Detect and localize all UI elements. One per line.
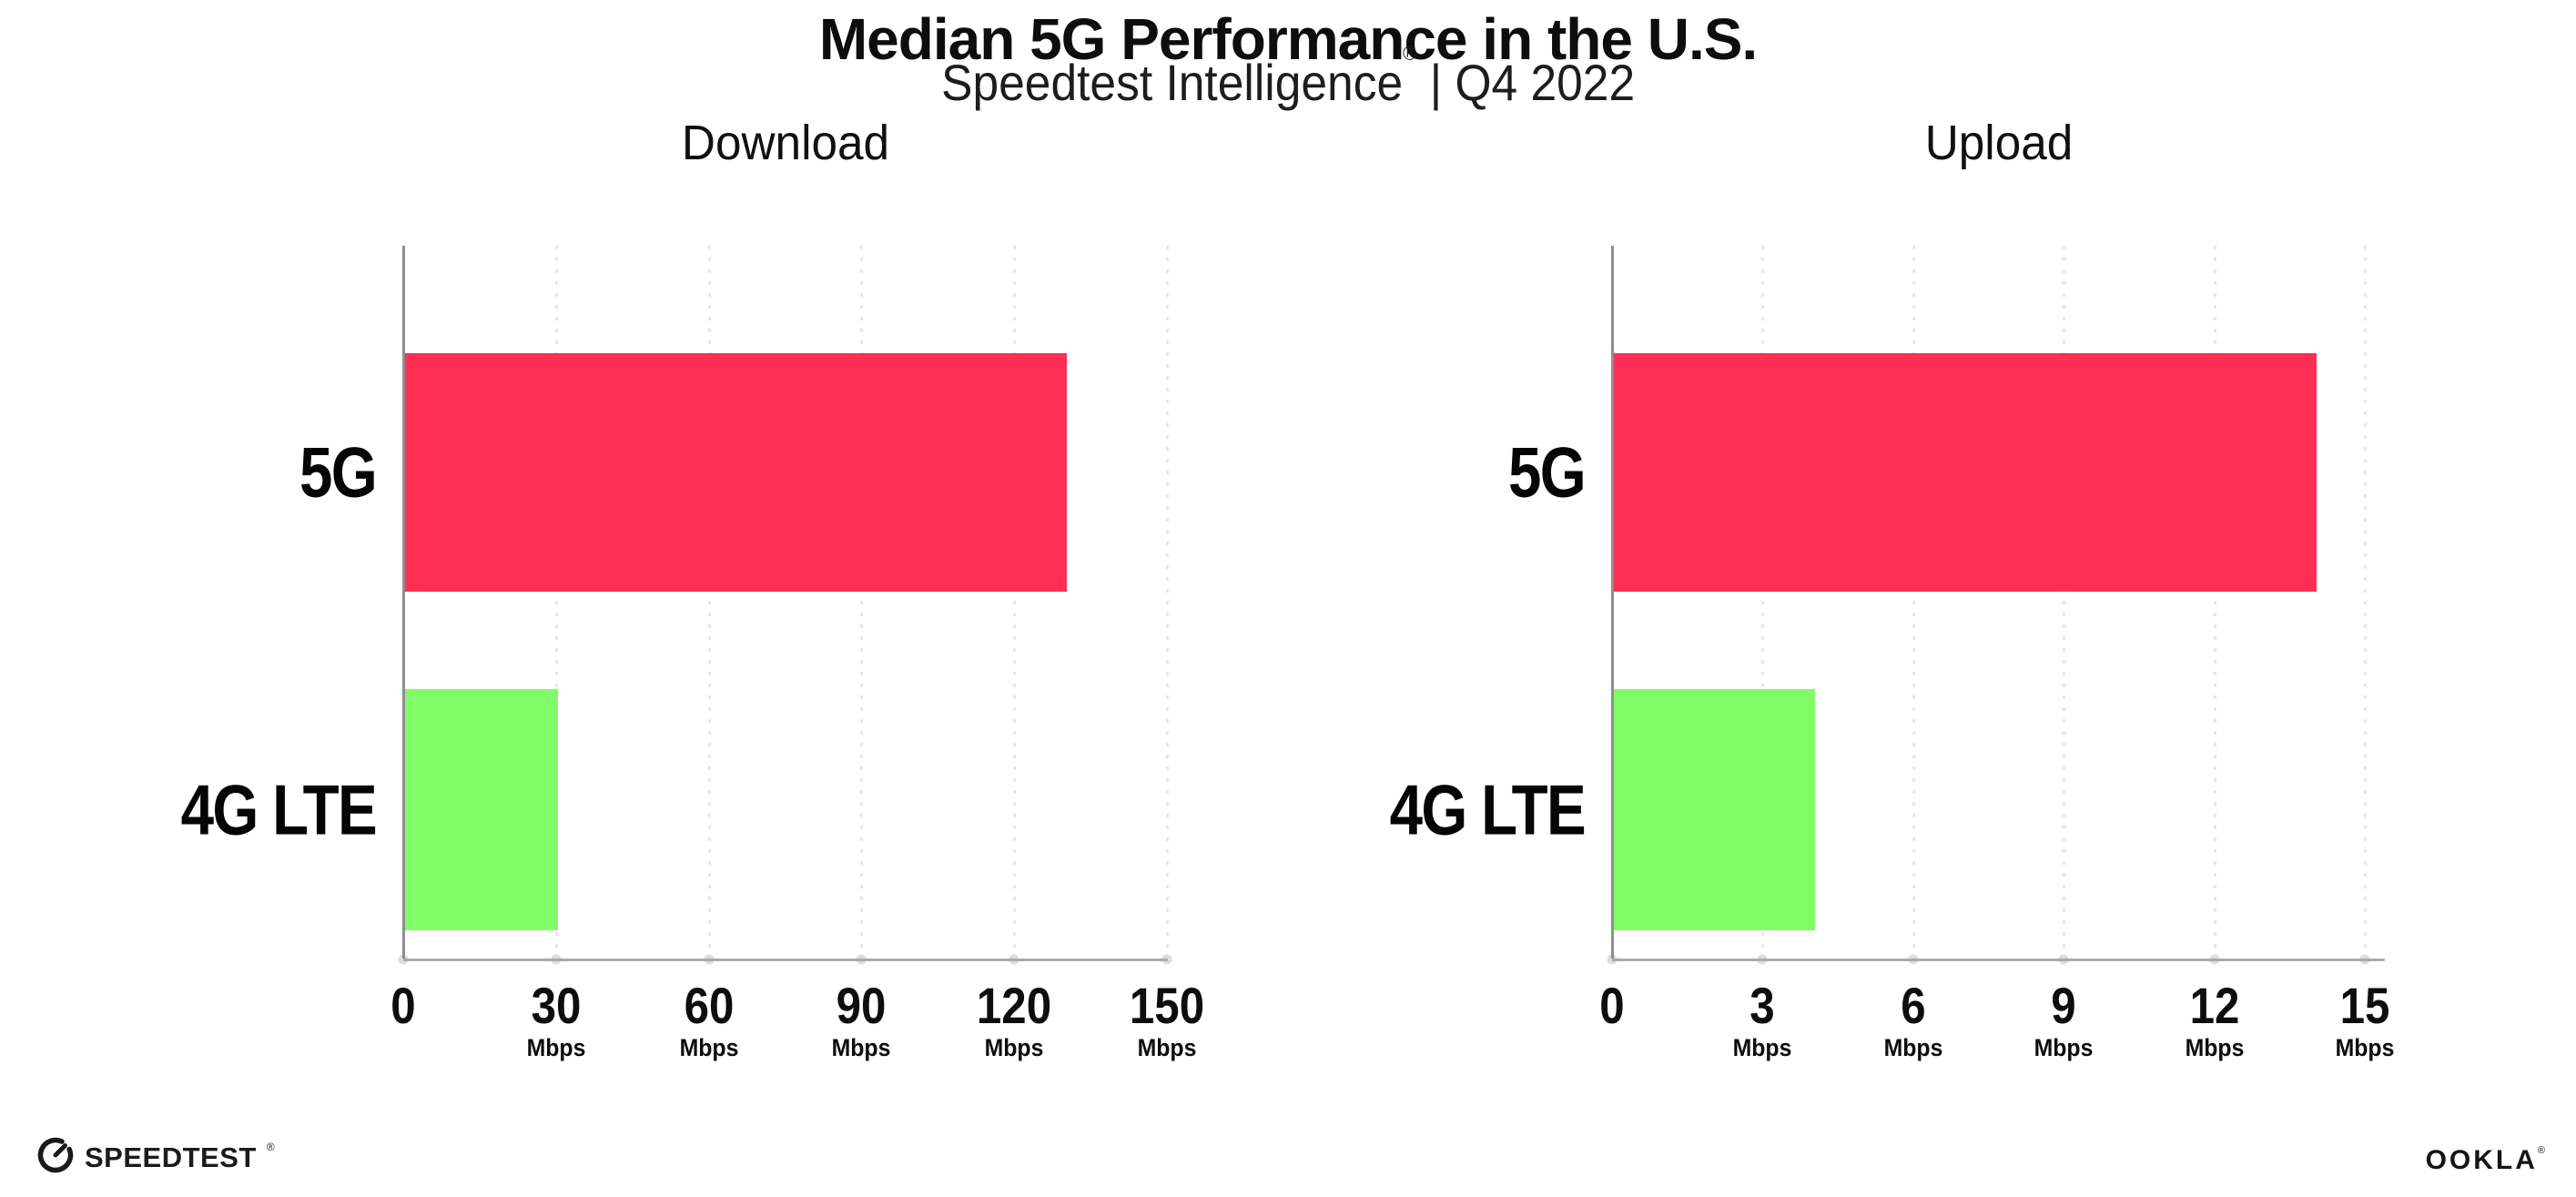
chart-title-upload: Upload bbox=[1924, 116, 2073, 170]
x-tick-label-0: 0 bbox=[1599, 977, 1625, 1034]
x-tick-label-3: 3 bbox=[1749, 977, 1776, 1034]
x-tick-label-30: 30 bbox=[531, 977, 582, 1034]
speedtest-logo: SPEEDTEST ® bbox=[36, 1136, 275, 1179]
x-tick-unit-15: Mbps bbox=[2335, 1034, 2395, 1061]
subtitle-line: Speedtest Intelligence® | Q4 2022 bbox=[941, 42, 1635, 112]
bar-download-4g-lte bbox=[405, 689, 558, 930]
y-axis-download bbox=[402, 246, 405, 959]
subtitle: Speedtest Intelligence® | Q4 2022 bbox=[0, 42, 2576, 112]
x-tick-label-90: 90 bbox=[836, 977, 887, 1034]
bar-upload-4g-lte bbox=[1614, 689, 1815, 930]
gridline-120 bbox=[1013, 246, 1017, 959]
category-label-upload-4g-lte: 4G LTE bbox=[1389, 769, 1587, 849]
x-tick-label-9: 9 bbox=[2051, 977, 2076, 1034]
gridline-30 bbox=[554, 246, 558, 959]
registered-mark: ® bbox=[1402, 42, 1416, 66]
x-tick-label-150: 150 bbox=[1129, 977, 1205, 1034]
speedtest-gauge-icon bbox=[36, 1136, 75, 1179]
x-tick-label-60: 60 bbox=[684, 977, 735, 1034]
x-tick-unit-3: Mbps bbox=[1732, 1034, 1792, 1061]
gridline-150 bbox=[1166, 246, 1169, 959]
x-tick-unit-30: Mbps bbox=[526, 1034, 586, 1061]
subtitle-period: | Q4 2022 bbox=[1429, 54, 1635, 111]
category-label-download-5g: 5G bbox=[299, 431, 378, 512]
bar-upload-5g bbox=[1614, 353, 2317, 592]
gridline-90 bbox=[860, 246, 864, 959]
x-tick-unit-90: Mbps bbox=[831, 1034, 891, 1061]
ookla-logo: OOKLA® bbox=[2426, 1145, 2545, 1176]
page-title: Median 5G Performance in the U.S. bbox=[0, 5, 2576, 73]
category-label-download-4g-lte: 4G LTE bbox=[180, 769, 378, 849]
x-tick-unit-60: Mbps bbox=[679, 1034, 739, 1061]
x-tick-label-15: 15 bbox=[2339, 977, 2390, 1034]
ookla-registered-mark: ® bbox=[2537, 1144, 2545, 1156]
x-axis-download bbox=[403, 959, 1168, 961]
subtitle-text: Speedtest Intelligence bbox=[941, 54, 1403, 111]
gridline-3 bbox=[1761, 246, 1765, 959]
page-title-text: Median 5G Performance in the U.S. bbox=[818, 6, 1758, 72]
x-tick-unit-9: Mbps bbox=[2033, 1034, 2094, 1061]
x-axis-upload bbox=[1612, 959, 2385, 961]
gridline-6 bbox=[1912, 246, 1915, 959]
speedtest-registered-mark: ® bbox=[266, 1140, 275, 1153]
x-tick-label-12: 12 bbox=[2189, 977, 2240, 1034]
bar-download-5g bbox=[405, 353, 1068, 592]
x-tick-label-120: 120 bbox=[977, 977, 1052, 1034]
gridline-12 bbox=[2213, 246, 2216, 959]
gridline-9 bbox=[2063, 246, 2066, 959]
chart-title-download: Download bbox=[681, 116, 890, 170]
x-tick-unit-120: Mbps bbox=[984, 1034, 1044, 1061]
gridline-15 bbox=[2364, 246, 2367, 959]
speedtest-wordmark: SPEEDTEST bbox=[85, 1141, 257, 1173]
x-tick-unit-6: Mbps bbox=[1883, 1034, 1943, 1061]
x-tick-label-6: 6 bbox=[1901, 977, 1926, 1034]
category-label-upload-5g: 5G bbox=[1507, 431, 1587, 512]
x-tick-unit-150: Mbps bbox=[1137, 1034, 1197, 1061]
y-axis-upload bbox=[1611, 246, 1614, 959]
x-tick-label-0: 0 bbox=[390, 977, 416, 1034]
x-tick-unit-12: Mbps bbox=[2185, 1034, 2245, 1061]
ookla-wordmark: OOKLA bbox=[2425, 1145, 2538, 1175]
gridline-60 bbox=[707, 246, 711, 959]
